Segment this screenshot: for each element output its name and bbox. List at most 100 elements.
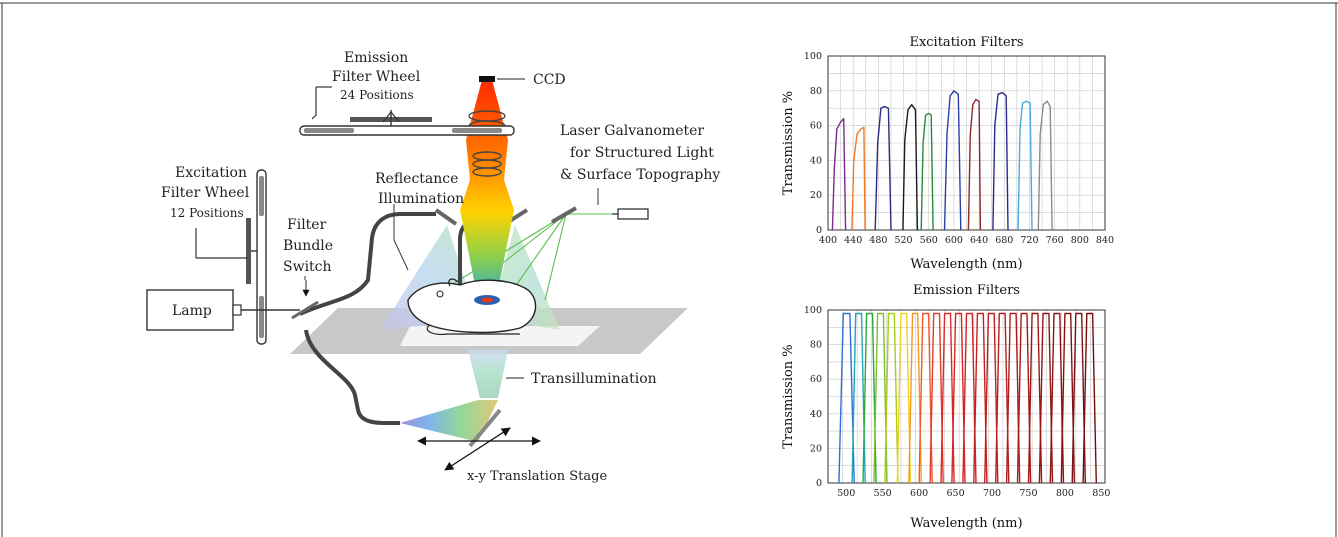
y-tick-label: 100 [804,51,822,62]
label-emission-1: Emission [344,50,408,66]
series-line-15 [995,312,1010,484]
plot-frame [827,309,1106,484]
sample-window [400,326,600,346]
fiber-upper [299,212,436,316]
bundle-switch-mirror [291,300,319,320]
label-switch-2: Bundle [283,238,333,254]
grid [827,55,1106,231]
series-line-17 [1016,312,1032,484]
x-tick-label: 650 [946,488,964,499]
y-tick-label: 100 [804,305,822,316]
label-laser-1: Laser Galvanometer [560,123,704,139]
series-line-21 [1060,312,1076,484]
label-excitation-3: 12 Positions [170,206,244,220]
label-ccd: CCD [533,72,566,88]
label-lamp: Lamp [172,303,212,319]
fiber-lower [304,329,400,425]
series-line-5 [884,312,899,484]
excitation-filters-chart: 400 440 480 520 560 600 640 680 720 760 800 840 0 20 4… [781,35,1114,272]
x-tick-label: 600 [910,488,928,499]
x-tick-label: 850 [1092,488,1110,499]
series-line-3 [874,105,892,231]
x-tick-label: 600 [945,235,963,246]
x-tick-label: 550 [874,488,892,499]
series-line-7 [908,312,922,484]
series-line-4 [902,104,919,231]
y-axis-label: Transmission % [781,344,796,448]
series-line-7 [967,98,982,231]
galvo-mirror [550,206,578,224]
series-line-3 [862,312,877,484]
leader-reflectance [393,239,409,271]
label-laser-3: & Surface Topography [560,167,720,183]
series-line-14 [984,312,999,484]
label-excitation-1: Excitation [175,165,247,181]
x-tick-label: 480 [869,235,887,246]
laser-device [617,208,649,220]
label-reflectance-2: Illumination [378,191,464,207]
transillumination-beam [468,350,508,398]
label-transillumination: Transillumination [531,371,657,387]
series-line-12 [962,312,977,484]
series-line-6 [943,90,962,231]
mirror-left [434,208,458,226]
x-tick-label: 750 [1019,488,1037,499]
ccd-chip [479,76,495,82]
series-line-8 [918,312,933,484]
stage-arrow-y [444,427,511,471]
series-line-1 [838,312,855,484]
series-line-16 [1005,312,1021,484]
label-stage: x-y Translation Stage [467,469,607,484]
label-emission-3: 24 Positions [340,88,414,102]
series-line-23 [1082,312,1097,484]
y-tick-label: 60 [810,374,822,385]
series-line-22 [1071,312,1086,484]
x-tick-label: 720 [1020,235,1038,246]
series-line-9 [929,312,944,484]
y-tick-label: 80 [810,86,822,97]
lamp-box [146,289,234,331]
label-reflectance-1: Reflectance [375,171,458,187]
x-axis-label: Wavelength (nm) [910,516,1022,531]
series-line-19 [1038,312,1054,484]
series-line-18 [1027,312,1043,484]
series-line-2 [851,312,866,484]
series-line-10 [940,312,955,484]
x-tick-label: 800 [1056,488,1074,499]
y-tick-label: 80 [810,340,822,351]
series-line-1 [831,117,847,231]
label-laser-2: for Structured Light [570,145,714,161]
chart-title: Emission Filters [913,283,1020,298]
series-line-9 [1017,100,1033,231]
emission-filters-chart: 500 550 600 650 700 750 800 850 0 20 40 60 80 100 Emis… [781,283,1110,531]
x-tick-label: 760 [1046,235,1064,246]
series-line-11 [951,312,966,484]
imaging-system-diagram: Emission Filter Wheel 24 Positions CCD L… [146,50,720,484]
y-axis-label: Transmission % [781,91,796,195]
series-line-10 [1037,100,1053,231]
x-tick-label: 400 [819,235,837,246]
y-tick-label: 20 [810,443,822,454]
plot-frame [827,55,1106,231]
x-tick-label: 640 [970,235,988,246]
y-tick-label: 0 [816,478,822,489]
chart-title: Excitation Filters [909,35,1023,50]
x-axis-label: Wavelength (nm) [910,257,1022,272]
series-line-20 [1049,312,1065,484]
x-tick-label: 500 [837,488,855,499]
y-tick-label: 0 [816,225,822,236]
series-line-13 [973,312,988,484]
transillumination-spectrum [400,400,498,442]
y-tick-label: 20 [810,190,822,201]
y-tick-label: 40 [810,409,822,420]
series-line-2 [851,126,866,231]
label-emission-2: Filter Wheel [332,69,421,85]
x-tick-label: 700 [983,488,1001,499]
x-tick-label: 800 [1071,235,1089,246]
label-switch-1: Filter [287,217,327,233]
series-line-8 [992,91,1009,231]
label-excitation-2: Filter Wheel [161,185,250,201]
mouse [407,278,537,335]
x-tick-label: 520 [894,235,912,246]
